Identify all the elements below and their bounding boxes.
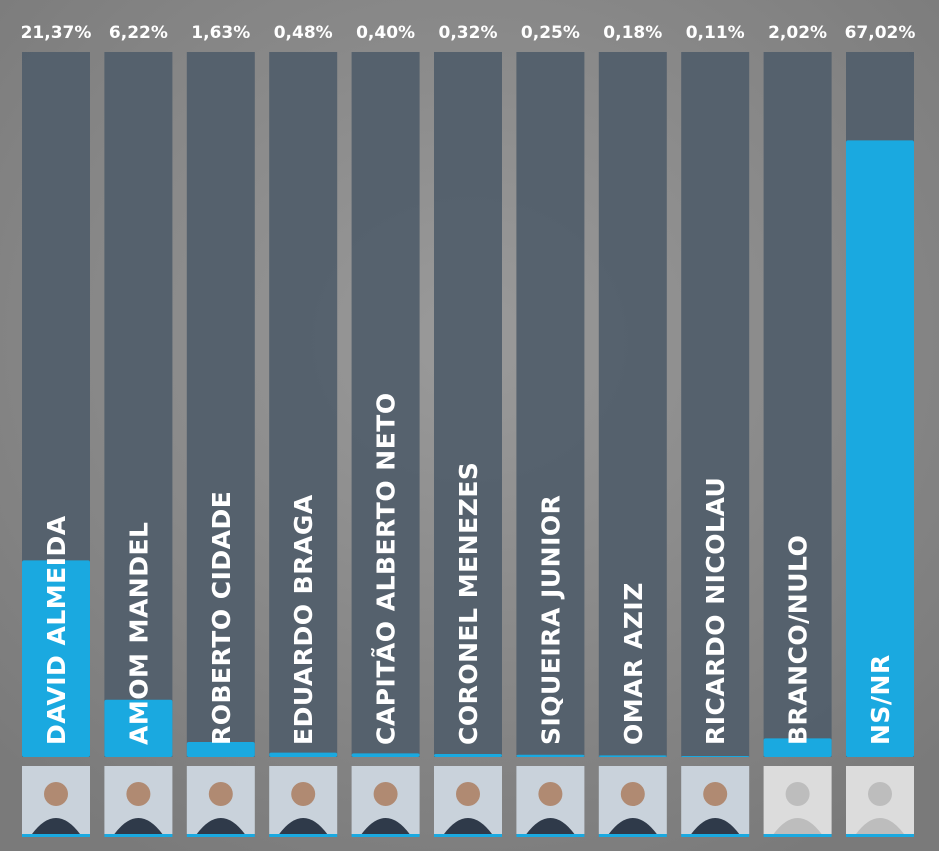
bar [434,754,502,757]
category-label: DAVID ALMEIDA [42,515,71,745]
bar [598,755,667,757]
category-label: CAPITÃO ALBERTO NETO [372,392,401,745]
category-label: AMOM MANDEL [124,522,153,745]
category-label: ROBERTO CIDADE [207,491,236,745]
photo-head [44,782,68,806]
photo-underline [681,834,750,837]
photo-body [526,818,575,834]
bar [846,140,914,757]
photo-body [196,818,245,834]
photo-underline [104,834,173,837]
value-label: 67,02% [845,23,916,43]
photo-head [208,782,233,806]
category-label: EDUARDO BRAGA [289,494,318,745]
bar-track [681,52,750,757]
photo-head [291,782,316,806]
photo-head [620,782,645,806]
value-label: 0,11% [686,23,745,43]
bar [104,699,173,757]
value-label: 0,25% [521,23,580,43]
bar-track [598,52,667,757]
photo-underline [516,834,585,837]
bar [763,738,832,757]
columns: 21,37% DAVID ALMEIDA 6,22% AMOM MANDEL 1,63%… [21,23,916,837]
photo-body [856,818,904,834]
bar-track [763,52,832,757]
photo-body [773,818,822,834]
value-label: 0,32% [439,23,498,43]
photo-head [456,782,480,806]
bar-track [516,52,585,757]
bar [186,742,255,757]
photo-head [785,782,810,806]
photo-body [32,818,80,834]
photo-underline [434,834,502,837]
photo-underline [351,834,420,837]
bar [269,752,338,757]
photo-head [126,782,151,806]
photo-underline [186,834,255,837]
bar [681,755,750,757]
category-label: RICARDO NICOLAU [701,477,730,745]
bar-track [269,52,338,757]
photo-head [538,782,563,806]
photo-body [279,818,328,834]
bar-track [351,52,420,757]
category-label: OMAR AZIZ [619,582,648,745]
value-label: 0,18% [603,23,662,43]
photo-underline [22,834,90,837]
value-label: 1,63% [191,23,250,43]
bar-track [104,52,173,757]
value-label: 2,02% [768,23,827,43]
value-label: 6,22% [109,23,168,43]
value-label: 21,37% [21,23,92,43]
category-label: CORONEL MENEZES [454,462,483,745]
photo-body [361,818,410,834]
bar [22,560,90,757]
photo-head [373,782,398,806]
bar-track [434,52,502,757]
bar [516,754,585,757]
photo-body [608,818,657,834]
category-label: BRANCO/NULO [784,535,813,745]
value-label: 0,40% [356,23,415,43]
photo-body [444,818,492,834]
value-label: 0,48% [274,23,333,43]
photo-body [114,818,163,834]
photo-underline [763,834,832,837]
category-label: NS/NR [866,654,895,745]
photo-head [868,782,892,806]
photo-underline [269,834,338,837]
photo-head [703,782,728,806]
photo-underline [598,834,667,837]
bar [351,753,420,757]
photo-underline [846,834,914,837]
photo-body [691,818,740,834]
category-label: SIQUEIRA JUNIOR [536,495,565,745]
bar-track [186,52,255,757]
